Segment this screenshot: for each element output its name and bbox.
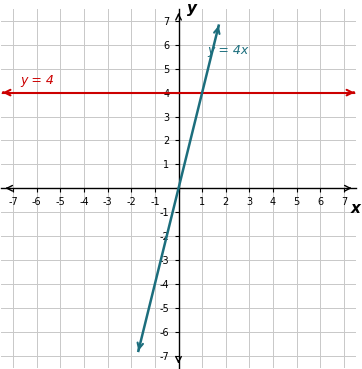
Text: y = 4: y = 4 (20, 74, 54, 87)
Text: y: y (187, 1, 197, 16)
Text: y = 4x: y = 4x (207, 44, 248, 57)
Text: x: x (351, 201, 361, 216)
